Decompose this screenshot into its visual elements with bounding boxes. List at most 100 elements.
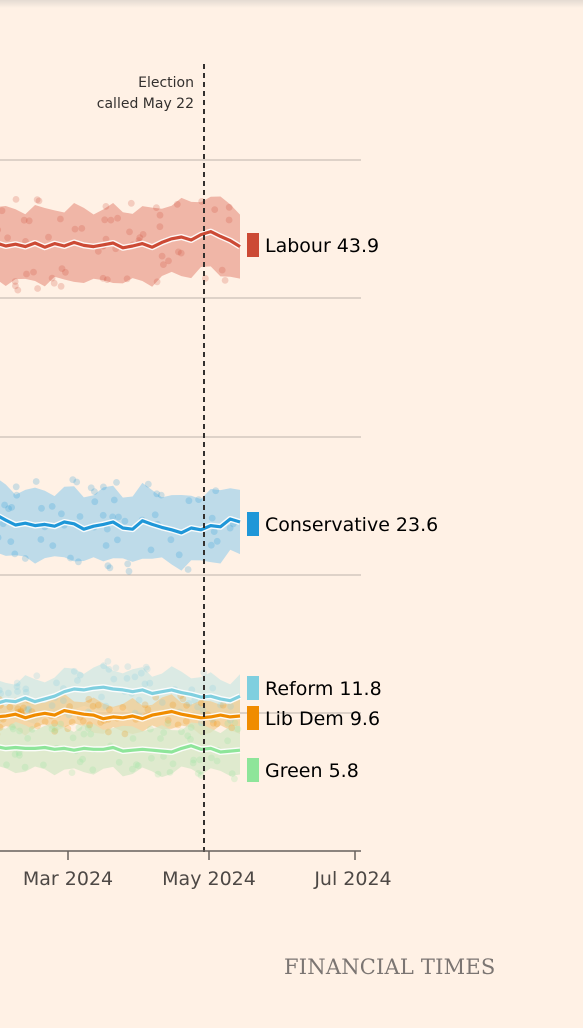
poll-dot bbox=[6, 703, 14, 711]
swatch-reform bbox=[247, 676, 259, 700]
poll-dot bbox=[35, 197, 43, 205]
poll-dot bbox=[66, 703, 73, 710]
poll-dot bbox=[98, 693, 105, 701]
election-annotation: Election called May 22 bbox=[97, 64, 205, 852]
poll-dot bbox=[166, 769, 174, 776]
poll-dot bbox=[24, 705, 32, 713]
poll-dot bbox=[169, 760, 177, 768]
poll-dot bbox=[107, 216, 115, 224]
poll-dot bbox=[153, 204, 160, 212]
poll-dot bbox=[25, 217, 33, 225]
poll-dot bbox=[84, 724, 92, 732]
poll-dot bbox=[115, 513, 122, 521]
poll-dot bbox=[129, 765, 136, 773]
poll-dot bbox=[175, 551, 183, 559]
x-tick-label-may: May 2024 bbox=[162, 868, 256, 890]
poll-dot bbox=[114, 536, 121, 544]
poll-dot bbox=[175, 248, 182, 256]
poll-dot bbox=[133, 761, 140, 768]
poll-dot bbox=[94, 247, 102, 255]
poll-dot bbox=[217, 701, 224, 709]
poll-dot bbox=[143, 665, 151, 673]
poll-dot bbox=[22, 688, 30, 696]
poll-dot bbox=[102, 542, 110, 549]
poll-dot bbox=[14, 705, 22, 713]
poll-dot bbox=[87, 484, 95, 492]
poll-dot bbox=[105, 728, 112, 736]
poll-dot bbox=[184, 732, 192, 740]
poll-dot bbox=[103, 525, 111, 533]
label-lib-dem: Lib Dem 9.6 bbox=[265, 708, 380, 730]
poll-dot bbox=[5, 505, 12, 512]
poll-dots bbox=[0, 196, 242, 783]
line-conservative bbox=[0, 515, 241, 535]
poll-dot bbox=[13, 491, 21, 499]
poll-dot bbox=[208, 754, 215, 762]
poll-dot bbox=[225, 203, 233, 211]
poll-dot bbox=[33, 196, 41, 204]
poll-dot bbox=[49, 542, 57, 549]
band-labour bbox=[0, 196, 240, 287]
poll-dot bbox=[114, 214, 121, 222]
poll-dot bbox=[53, 679, 60, 687]
poll-dot bbox=[110, 496, 118, 504]
poll-dot bbox=[76, 758, 84, 766]
poll-dot bbox=[146, 679, 154, 687]
poll-dot bbox=[105, 665, 113, 673]
poll-dot bbox=[74, 677, 81, 684]
poll-dot bbox=[160, 729, 168, 736]
poll-dot bbox=[158, 252, 166, 260]
swatch-lib-dem bbox=[247, 706, 259, 730]
poll-dot bbox=[194, 770, 202, 777]
poll-dot bbox=[209, 684, 217, 692]
swatch-green bbox=[247, 758, 259, 782]
poll-dot bbox=[87, 730, 95, 738]
poll-dot bbox=[34, 722, 41, 730]
poll-dot bbox=[190, 756, 198, 764]
poll-dot bbox=[213, 537, 221, 545]
label-conservative: Conservative 23.6 bbox=[265, 514, 438, 536]
poll-dot bbox=[85, 695, 93, 703]
poll-dot bbox=[154, 770, 162, 778]
swatch-conservative bbox=[247, 512, 259, 536]
poll-dot bbox=[136, 234, 144, 242]
line-green bbox=[0, 744, 241, 754]
poll-dot bbox=[25, 706, 33, 713]
poll-dot bbox=[30, 268, 37, 276]
poll-dot bbox=[211, 206, 219, 214]
poll-dot bbox=[0, 227, 2, 233]
poll-dot bbox=[109, 513, 116, 521]
poll-dot bbox=[64, 725, 72, 733]
poll-dot bbox=[139, 231, 147, 238]
poll-dot bbox=[157, 735, 164, 742]
poll-dot bbox=[106, 564, 114, 572]
poll-dot bbox=[113, 479, 120, 486]
poll-dot bbox=[51, 726, 59, 734]
poll-dot bbox=[147, 725, 154, 733]
poll-dot bbox=[213, 720, 221, 728]
poll-dot bbox=[212, 487, 220, 495]
poll-dot bbox=[58, 510, 65, 518]
poll-dot bbox=[76, 513, 84, 520]
poll-dot bbox=[48, 274, 56, 282]
poll-dot bbox=[207, 541, 215, 549]
top-shadow bbox=[0, 0, 583, 8]
poll-dot bbox=[225, 216, 233, 224]
poll-dot bbox=[11, 278, 19, 285]
poll-dot bbox=[99, 274, 107, 282]
line-labour bbox=[0, 230, 241, 250]
poll-dot bbox=[110, 675, 118, 683]
poll-dot bbox=[23, 270, 30, 278]
poll-dot bbox=[78, 225, 86, 232]
poll-dot bbox=[0, 534, 2, 541]
poll-dot bbox=[187, 735, 194, 743]
poll-dot bbox=[160, 753, 167, 760]
poll-dot bbox=[182, 717, 190, 725]
poll-dot bbox=[165, 257, 172, 265]
poll-dot bbox=[91, 488, 98, 495]
label-green: Green 5.8 bbox=[265, 760, 359, 782]
poll-dot bbox=[213, 757, 221, 765]
poll-dot bbox=[224, 737, 232, 745]
poll-dot bbox=[228, 770, 236, 777]
